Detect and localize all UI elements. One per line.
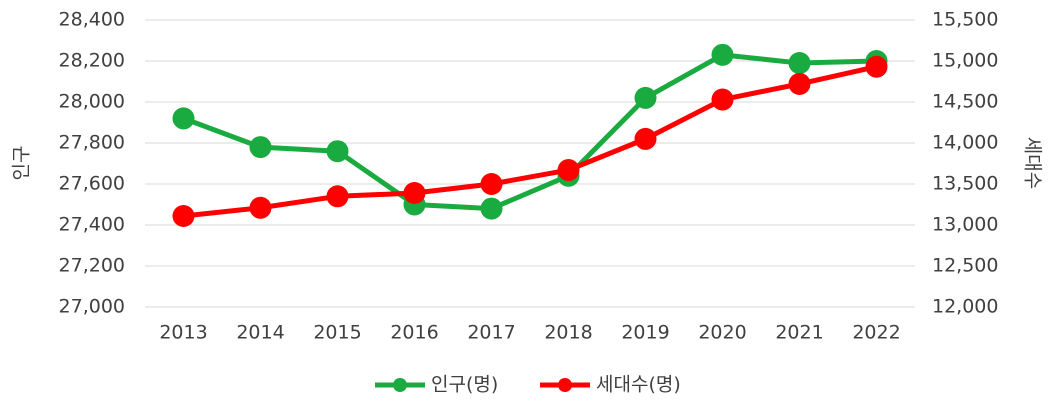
point — [326, 185, 349, 208]
point — [865, 55, 888, 78]
y-axis-label: 인구 — [11, 146, 33, 181]
point — [480, 173, 503, 195]
point — [249, 196, 272, 219]
x-tick-label: 2019 — [621, 322, 669, 344]
legend-marker — [393, 378, 407, 392]
point — [634, 127, 657, 150]
point — [172, 107, 195, 130]
point — [557, 159, 580, 182]
y-tick-label: 28,000 — [59, 91, 125, 113]
point — [634, 86, 657, 109]
point — [788, 52, 811, 75]
point — [403, 182, 426, 205]
x-tick-label: 2022 — [852, 322, 900, 344]
x-tick-label: 2013 — [159, 322, 207, 344]
y-tick-label: 27,200 — [59, 255, 125, 277]
y2-tick-label: 14,000 — [932, 132, 998, 154]
legend-label: 인구(명) — [431, 374, 498, 396]
series-line — [182, 52, 877, 212]
y-tick-label: 28,400 — [59, 9, 125, 31]
y-tick-label: 27,800 — [59, 132, 125, 154]
series-line — [183, 64, 878, 219]
y2-tick-label: 12,000 — [932, 296, 998, 318]
x-tick-label: 2017 — [467, 322, 515, 344]
point — [480, 197, 503, 220]
y2-axis-label: 세대수 — [1022, 137, 1044, 189]
y2-tick-label: 13,000 — [932, 214, 998, 236]
x-tick-label: 2014 — [236, 322, 284, 344]
point — [326, 140, 349, 163]
y2-tick-label: 15,000 — [932, 50, 998, 72]
y-tick-label: 27,600 — [59, 173, 125, 195]
point — [249, 136, 272, 159]
y2-tick-label: 15,500 — [932, 9, 998, 31]
x-tick-label: 2020 — [698, 322, 746, 344]
y2-tick-label: 14,500 — [932, 91, 998, 113]
y2-tick-label: 13,500 — [932, 173, 998, 195]
point — [711, 43, 734, 66]
point — [711, 88, 734, 111]
legend-marker — [558, 378, 572, 392]
y-tick-label: 27,400 — [59, 214, 125, 236]
point — [172, 204, 195, 227]
y2-tick-label: 12,500 — [932, 255, 998, 277]
point — [788, 72, 811, 95]
y-tick-label: 27,000 — [59, 296, 125, 318]
x-tick-label: 2015 — [313, 322, 361, 344]
x-tick-label: 2018 — [544, 322, 592, 344]
x-tick-label: 2021 — [775, 322, 823, 344]
y-tick-label: 28,200 — [59, 50, 125, 72]
x-tick-label: 2016 — [390, 322, 438, 344]
legend-label: 세대수(명) — [596, 374, 681, 396]
